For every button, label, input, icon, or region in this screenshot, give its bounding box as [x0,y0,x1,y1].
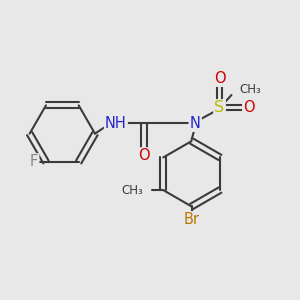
Text: NH: NH [105,116,127,131]
Text: O: O [214,71,225,86]
Text: F: F [30,154,38,169]
Text: Br: Br [184,212,200,227]
Text: O: O [243,100,255,115]
Text: O: O [243,100,255,115]
Text: NH: NH [105,116,127,131]
Text: CH₃: CH₃ [122,184,143,196]
Text: S: S [214,100,225,115]
Text: O: O [214,71,225,86]
Text: Br: Br [184,212,200,227]
Text: S: S [214,100,225,115]
Text: F: F [30,154,38,169]
Text: O: O [138,148,150,164]
Text: N: N [190,116,201,131]
Text: N: N [190,116,201,131]
Text: O: O [138,148,150,164]
Text: CH₃: CH₃ [239,83,261,97]
